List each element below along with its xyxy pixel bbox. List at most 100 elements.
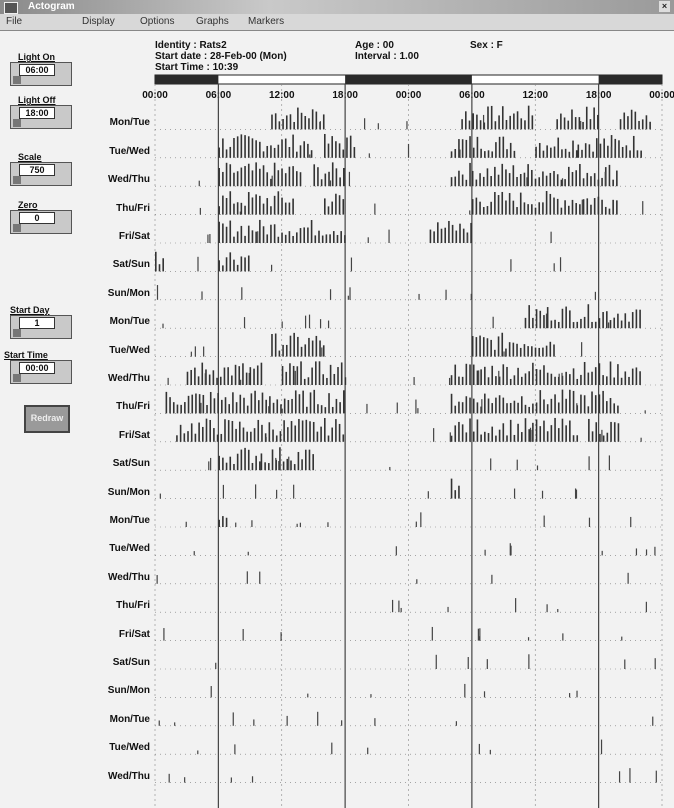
activity-bar [450,177,453,187]
menu-file[interactable]: File [6,16,23,27]
close-icon[interactable]: × [659,1,670,12]
redraw-button[interactable]: Redraw [24,405,70,433]
activity-bar [307,693,309,698]
activity-bar [417,408,419,414]
start-day-field[interactable]: 1 [19,317,55,329]
activity-bar [523,344,526,357]
activity-bar [244,205,246,215]
activity-bar [255,231,257,243]
activity-bar [606,376,608,385]
activity-bar [613,317,616,329]
activity-bar [315,335,318,357]
activity-bar [172,402,175,414]
light-off-spin-icon[interactable] [13,119,21,127]
activity-bar [654,658,656,669]
activity-bar [640,150,642,158]
day-label: Tue/Wed [109,344,150,356]
menu-markers[interactable]: Markers [248,16,285,27]
activity-bar [240,225,243,243]
activity-bar [572,435,575,442]
day-label: Tue/Wed [109,145,150,157]
activity-bar [610,146,612,158]
activity-bar [228,404,231,414]
activity-bar [300,112,303,130]
start-day-spin-icon[interactable] [13,329,21,337]
activity-bar [232,392,234,414]
start-time-box[interactable]: 00:00 [10,360,72,384]
zero-spin-icon[interactable] [13,224,21,232]
activity-bar [546,307,549,329]
activity-bar [285,344,288,357]
activity-bar [564,148,567,158]
activity-bar [508,173,511,187]
activity-bar [306,406,308,414]
activity-bar [588,517,591,527]
menu-display[interactable]: Display [82,16,115,27]
zero-box[interactable]: 0 [10,210,72,234]
activity-bar [205,418,208,442]
start-time-spin-icon[interactable] [13,374,21,382]
activity-bar [482,176,485,187]
menu-graphs[interactable]: Graphs [196,16,229,27]
light-off-box[interactable]: 18:00 [10,105,72,129]
activity-bar [246,431,248,442]
activity-bar [510,259,512,272]
activity-bar [477,628,479,641]
activity-bar [636,150,639,158]
activity-bar [470,222,472,243]
activity-bar [304,449,307,471]
light-on-spin-icon[interactable] [13,76,21,84]
activity-bar [257,419,260,442]
activity-bar [327,435,330,442]
activity-bar [286,458,289,471]
activity-bar [464,683,466,698]
activity-bar [520,432,523,442]
activity-bar [567,166,570,187]
zero-field[interactable]: 0 [19,212,55,224]
activity-bar [598,394,601,414]
start-day-box[interactable]: 1 [10,315,72,339]
start-time-field[interactable]: 00:00 [19,362,55,374]
activity-bar [304,344,307,357]
activity-bar [195,393,197,414]
activity-bar [610,135,613,158]
activity-bar [569,420,571,442]
title-bar[interactable]: Actogram × [0,0,674,14]
activity-bar [610,421,612,442]
activity-bar [574,488,577,499]
activity-bar [313,164,316,187]
activity-bar [535,309,538,329]
activity-bar [335,419,337,442]
activity-bar [255,162,257,187]
light-on-field[interactable]: 06:00 [19,64,55,76]
activity-bar [501,191,504,215]
activity-bar [553,171,555,187]
activity-bar [307,377,310,385]
scale-box[interactable]: 750 [10,162,72,186]
menu-options[interactable]: Options [140,16,175,27]
activity-bar [624,313,627,329]
scale-field[interactable]: 750 [19,164,55,176]
activity-bar [281,366,284,385]
activity-bar [247,551,249,556]
light-off-field[interactable]: 18:00 [19,107,55,119]
activity-bar [517,402,519,414]
activity-bar [249,367,252,385]
activity-bar [654,546,656,556]
activity-bar [203,346,205,357]
light-on-box[interactable]: 06:00 [10,62,72,86]
activity-bar [293,484,295,499]
activity-bar [571,199,574,215]
scale-spin-icon[interactable] [13,176,21,184]
activity-bar [574,117,577,130]
day-label: Wed/Thu [107,770,150,782]
activity-bar [560,113,562,130]
day-label: Sat/Sun [112,657,150,668]
activity-bar [274,333,277,357]
activity-bar [489,749,491,755]
activity-bar [479,120,482,130]
activity-bar [614,148,616,158]
x-tick-label: 00:00 [649,90,674,101]
activity-bar [580,374,582,385]
activity-bar [490,201,492,215]
